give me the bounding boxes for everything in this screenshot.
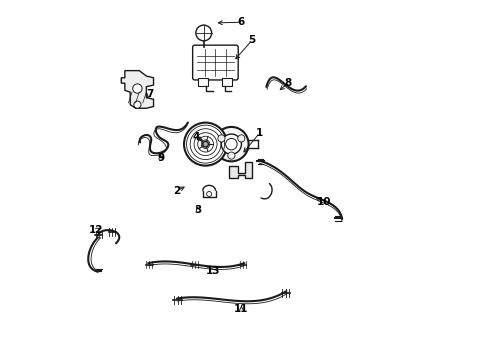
Text: 1: 1 <box>256 129 263 138</box>
Polygon shape <box>122 71 153 108</box>
Circle shape <box>228 152 235 159</box>
Text: 12: 12 <box>89 225 103 235</box>
Polygon shape <box>229 162 252 178</box>
Text: 7: 7 <box>147 89 154 99</box>
Circle shape <box>196 25 212 41</box>
Circle shape <box>238 135 245 142</box>
Circle shape <box>214 127 248 161</box>
Circle shape <box>207 192 212 197</box>
Text: 4: 4 <box>193 132 200 142</box>
Circle shape <box>133 84 142 93</box>
Text: 13: 13 <box>205 266 220 276</box>
Text: 2: 2 <box>173 186 180 196</box>
Text: 6: 6 <box>238 17 245 27</box>
Circle shape <box>203 141 208 147</box>
FancyBboxPatch shape <box>198 78 208 86</box>
Text: 8: 8 <box>284 78 292 88</box>
Circle shape <box>218 135 225 142</box>
Text: 5: 5 <box>248 35 256 45</box>
Text: 10: 10 <box>317 197 331 207</box>
FancyBboxPatch shape <box>193 45 238 80</box>
Text: 11: 11 <box>234 304 248 314</box>
Circle shape <box>184 123 227 166</box>
Text: 9: 9 <box>157 153 164 163</box>
Circle shape <box>221 134 242 154</box>
Circle shape <box>134 101 141 108</box>
FancyBboxPatch shape <box>221 78 232 86</box>
Text: 3: 3 <box>195 206 202 216</box>
